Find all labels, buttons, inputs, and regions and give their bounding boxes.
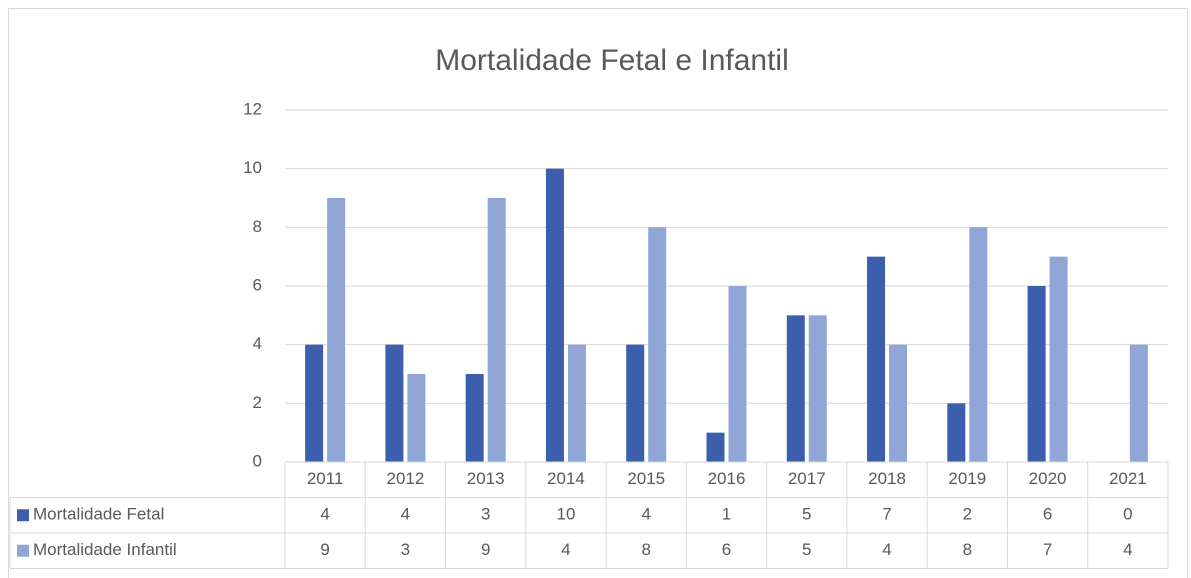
bar: [465, 374, 484, 462]
bar: [567, 344, 586, 462]
bar: [706, 432, 725, 462]
table-value: 4: [401, 505, 410, 524]
bar: [808, 315, 827, 462]
legend-swatch: [17, 509, 29, 522]
table-value: 7: [1043, 540, 1052, 559]
x-tick-label: 2020: [1029, 469, 1067, 488]
table-value: 4: [561, 540, 570, 559]
bar: [305, 344, 324, 462]
table-value: 3: [401, 540, 410, 559]
bar: [728, 286, 747, 462]
bar: [969, 227, 988, 462]
bar: [327, 198, 346, 462]
table-value: 9: [320, 540, 329, 559]
x-tick-label: 2021: [1109, 469, 1147, 488]
table-value: 4: [641, 505, 650, 524]
x-tick-label: 2019: [948, 469, 986, 488]
bar: [407, 374, 426, 462]
chart-title: Mortalidade Fetal e Infantil: [435, 44, 789, 77]
y-tick-label: 10: [243, 158, 262, 177]
bar: [1049, 256, 1068, 462]
table-value: 10: [556, 505, 575, 524]
bar: [487, 198, 506, 462]
x-tick-label: 2013: [467, 469, 505, 488]
table-value: 0: [1123, 505, 1132, 524]
x-tick-label: 2016: [708, 469, 746, 488]
x-tick-label: 2011: [307, 469, 344, 488]
legend-label: Mortalidade Infantil: [33, 540, 177, 559]
table-value: 2: [963, 505, 972, 524]
table-value: 3: [481, 505, 490, 524]
bar: [786, 315, 805, 462]
table-value: 4: [882, 540, 891, 559]
y-tick-label: 8: [253, 217, 262, 236]
table-value: 6: [1043, 505, 1052, 524]
table-value: 6: [722, 540, 731, 559]
legend-label: Mortalidade Fetal: [33, 505, 164, 524]
bar: [1129, 344, 1148, 462]
bar: [947, 403, 966, 462]
y-tick-label: 0: [253, 451, 262, 470]
table-value: 5: [802, 540, 811, 559]
y-tick-label: 2: [253, 393, 262, 412]
bar: [626, 344, 645, 462]
x-tick-label: 2015: [627, 469, 665, 488]
table-value: 8: [641, 540, 650, 559]
table-value: 4: [320, 505, 329, 524]
legend-swatch: [17, 544, 29, 557]
x-tick-label: 2012: [386, 469, 424, 488]
y-tick-label: 4: [253, 334, 262, 353]
table-value: 7: [882, 505, 891, 524]
bar: [867, 256, 886, 462]
table-value: 4: [1123, 540, 1132, 559]
bar: [545, 168, 564, 462]
bar: [648, 227, 667, 462]
y-tick-label: 6: [253, 275, 262, 294]
bar: [889, 344, 908, 462]
bar: [1027, 286, 1046, 462]
table-value: 5: [802, 505, 811, 524]
table-value: 1: [722, 505, 731, 524]
y-tick-label: 12: [243, 99, 262, 118]
chart-border: [8, 8, 1188, 578]
table-value: 8: [963, 540, 972, 559]
x-tick-label: 2018: [868, 469, 906, 488]
bar: [385, 344, 404, 462]
x-tick-label: 2017: [788, 469, 826, 488]
x-tick-label: 2014: [547, 469, 585, 488]
table-value: 9: [481, 540, 490, 559]
